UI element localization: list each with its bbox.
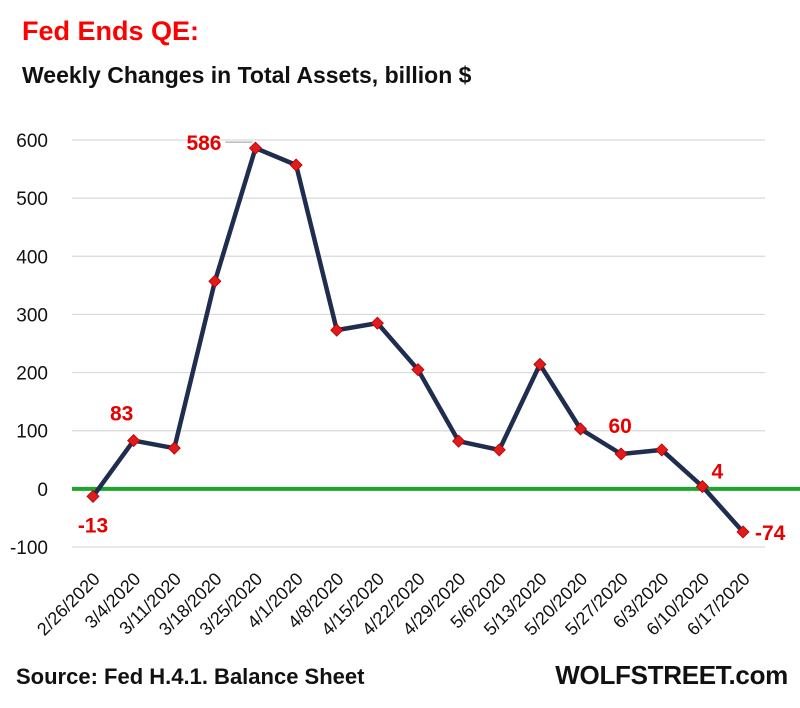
data-point-marker (208, 274, 222, 288)
data-label: 4 (712, 461, 724, 484)
y-tick-label: 400 (16, 247, 48, 268)
data-point-marker (533, 357, 547, 371)
y-tick-label: 300 (16, 305, 48, 326)
data-point-marker (127, 434, 141, 448)
data-point-marker (655, 443, 669, 457)
data-point-marker (289, 158, 303, 172)
data-point-marker (370, 316, 384, 330)
y-tick-label: 500 (16, 189, 48, 210)
series-markers (86, 141, 750, 539)
series-line (91, 145, 745, 534)
data-annotations: -13 83 586 60 4 -74 (78, 132, 786, 545)
x-axis-ticks: 2/26/20203/4/20203/11/20203/18/20203/25/… (33, 569, 754, 640)
y-tick-label: 600 (16, 131, 48, 152)
data-point-marker (86, 489, 100, 503)
y-tick-label: -100 (10, 538, 48, 559)
chart-subtitle: Weekly Changes in Total Assets, billion … (22, 62, 472, 88)
chart-title: Fed Ends QE: (22, 16, 200, 46)
data-point-marker (695, 479, 709, 494)
data-point-marker (330, 323, 344, 337)
data-label: 60 (608, 415, 631, 438)
source-note: Source: Fed H.4.1. Balance Sheet (16, 664, 365, 689)
y-tick-label: 200 (16, 364, 48, 385)
data-label: 83 (110, 403, 133, 426)
y-tick-label: 0 (37, 480, 48, 501)
data-point-marker (573, 422, 588, 436)
data-point-marker (452, 434, 466, 448)
data-point-marker (167, 441, 181, 455)
data-label: 586 (186, 132, 221, 155)
data-label: -13 (78, 514, 108, 537)
series-path (91, 145, 745, 534)
data-label: -74 (755, 522, 786, 545)
y-axis-ticks: -100 0 100 200 300 400 500 600 (10, 131, 48, 559)
data-point-marker (614, 447, 628, 461)
data-point-marker (736, 525, 750, 539)
data-point-marker (248, 141, 263, 155)
data-point-marker (492, 443, 506, 457)
gridlines (72, 139, 765, 548)
brand-logo-text: WOLFSTREET.com (555, 660, 788, 690)
data-point-marker (411, 363, 425, 377)
y-tick-label: 100 (16, 422, 48, 443)
